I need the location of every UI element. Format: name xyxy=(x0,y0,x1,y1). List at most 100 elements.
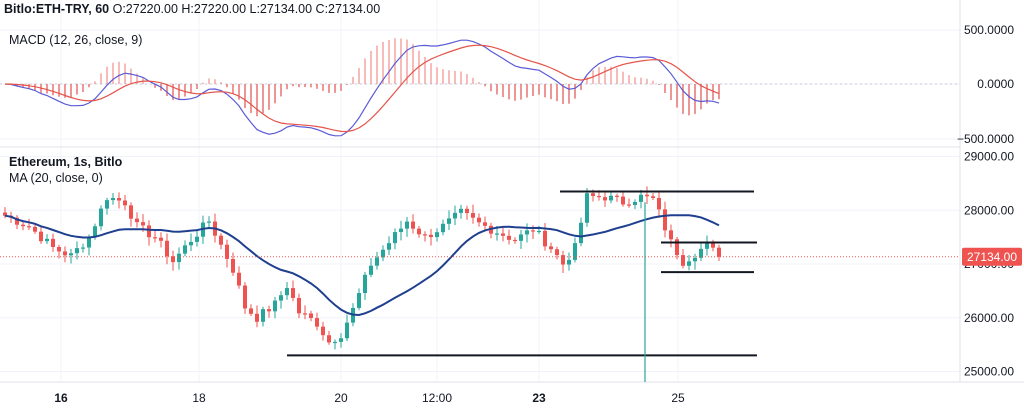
candle xyxy=(453,205,457,226)
candle xyxy=(651,193,655,201)
candle xyxy=(429,228,433,246)
ma-line xyxy=(4,214,720,317)
candle xyxy=(561,250,565,274)
candle xyxy=(39,225,43,244)
candle xyxy=(285,282,289,300)
price-tick-label: 25000.00 xyxy=(964,365,1014,379)
macd-tick-label: 0.0000 xyxy=(977,77,1014,91)
candle xyxy=(699,242,703,261)
candle xyxy=(435,228,439,242)
candle xyxy=(165,233,169,265)
candle xyxy=(579,217,583,247)
candle xyxy=(315,312,319,331)
candle xyxy=(111,193,115,205)
candle xyxy=(15,215,19,230)
candle xyxy=(171,250,175,271)
candle xyxy=(657,190,661,218)
candle xyxy=(135,212,139,228)
candle xyxy=(603,191,607,207)
candle xyxy=(57,244,61,259)
candle xyxy=(273,296,277,319)
time-axis: 16 18 20 12:00 23 25 xyxy=(54,391,685,405)
candle xyxy=(549,242,553,253)
candle xyxy=(237,266,241,289)
candle xyxy=(645,186,649,205)
candle xyxy=(249,304,253,317)
main-series-title[interactable]: Ethereum, 1s, Bitlo xyxy=(9,155,123,169)
candle xyxy=(279,291,283,309)
candle xyxy=(441,219,445,236)
candle xyxy=(81,243,85,253)
candle xyxy=(387,236,391,256)
candle xyxy=(447,210,451,230)
candle xyxy=(75,241,79,260)
candle xyxy=(339,333,343,348)
candle xyxy=(69,248,73,264)
candle xyxy=(207,216,211,228)
candle xyxy=(399,220,403,241)
grid xyxy=(0,0,960,382)
time-tick-label: 20 xyxy=(334,391,348,405)
candle xyxy=(51,233,55,252)
macd-line xyxy=(4,39,720,137)
candle xyxy=(345,314,349,342)
time-tick-label: 23 xyxy=(532,391,546,405)
last-price-tag: 27134.00 xyxy=(962,247,1022,266)
candle xyxy=(123,194,127,211)
candle xyxy=(555,246,559,260)
candle xyxy=(417,225,421,238)
candle xyxy=(501,227,505,242)
candle xyxy=(459,204,463,219)
candle xyxy=(195,230,199,247)
candle xyxy=(99,205,103,231)
candle xyxy=(225,239,229,268)
candle xyxy=(633,199,637,210)
candle xyxy=(27,218,31,230)
candle xyxy=(21,221,25,231)
candle xyxy=(393,228,397,250)
candle xyxy=(573,237,577,263)
candle xyxy=(627,198,631,208)
support-resistance-lines xyxy=(287,190,757,357)
candle xyxy=(507,229,511,245)
candle xyxy=(117,192,121,209)
candle xyxy=(255,305,259,328)
candle xyxy=(309,310,313,322)
candle xyxy=(243,282,247,314)
candle xyxy=(381,245,385,262)
time-tick-label: 18 xyxy=(192,391,206,405)
candle xyxy=(717,244,721,262)
price-tick-label: 28000.00 xyxy=(964,203,1014,217)
candle xyxy=(681,248,685,269)
candle xyxy=(105,197,109,215)
ohlc-values: O:27220.00 H:27220.00 L:27134.00 C:27134… xyxy=(112,2,381,16)
candle xyxy=(711,239,715,252)
candle xyxy=(333,339,337,350)
candle xyxy=(369,258,373,278)
candle xyxy=(375,251,379,270)
candle xyxy=(363,271,367,300)
candle xyxy=(267,305,271,318)
candle xyxy=(675,237,679,260)
time-tick-label: 16 xyxy=(54,391,68,405)
candle xyxy=(477,213,481,227)
candle xyxy=(669,224,673,248)
ma-legend[interactable]: MA (20, close, 0) xyxy=(9,171,103,185)
macd-histogram xyxy=(0,38,960,117)
candle xyxy=(297,293,301,319)
candle xyxy=(663,201,667,238)
last-price-label: 27134.00 xyxy=(967,250,1017,264)
macd-tick-label: −500.0000 xyxy=(957,132,1014,146)
candle xyxy=(513,237,517,244)
candle xyxy=(423,231,427,242)
macd-legend[interactable]: MACD (12, 26, close, 9) xyxy=(9,33,143,47)
candle xyxy=(231,252,235,276)
candles xyxy=(3,186,721,350)
candle xyxy=(189,233,193,252)
time-tick-label: 25 xyxy=(671,391,685,405)
candle xyxy=(609,190,613,204)
candle xyxy=(615,193,619,202)
candle xyxy=(543,223,547,251)
macd-price-axis: 500.0000 0.0000 −500.0000 xyxy=(957,23,1014,146)
candle xyxy=(159,232,163,248)
